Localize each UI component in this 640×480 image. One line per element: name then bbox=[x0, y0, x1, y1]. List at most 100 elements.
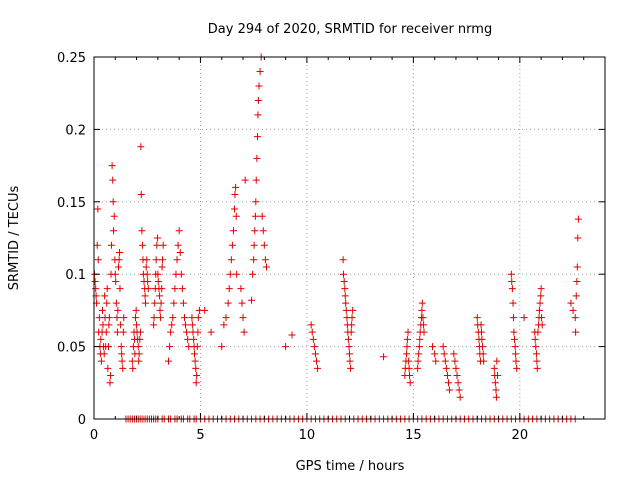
data-point bbox=[533, 364, 541, 372]
data-point bbox=[239, 314, 247, 322]
data-point bbox=[100, 350, 108, 358]
y-axis-ticks: 0 0.05 0.1 0.15 0.2 0.25 bbox=[57, 51, 605, 428]
data-point bbox=[152, 256, 160, 264]
data-point bbox=[159, 241, 167, 249]
data-point bbox=[183, 328, 191, 336]
data-point bbox=[479, 350, 487, 358]
data-point bbox=[117, 343, 125, 351]
plot-frame bbox=[93, 56, 606, 420]
data-point bbox=[574, 215, 582, 223]
data-point bbox=[159, 256, 167, 264]
data-point bbox=[224, 299, 232, 307]
data-point bbox=[91, 277, 99, 285]
data-point bbox=[165, 357, 173, 365]
data-point bbox=[144, 285, 152, 293]
data-point bbox=[432, 357, 440, 365]
data-point bbox=[188, 314, 196, 322]
data-point bbox=[103, 285, 111, 293]
data-point bbox=[97, 335, 105, 343]
data-point bbox=[180, 314, 188, 322]
data-point bbox=[182, 321, 190, 329]
y-tick-label: 0.25 bbox=[57, 51, 86, 66]
data-point bbox=[478, 335, 486, 343]
data-point bbox=[511, 343, 519, 351]
data-point bbox=[346, 350, 353, 358]
data-point bbox=[533, 357, 541, 365]
data-point bbox=[105, 321, 113, 329]
data-point bbox=[191, 357, 199, 365]
y-tick-label: 0.05 bbox=[57, 341, 86, 356]
y-axis-label: SRMTID / TECUs bbox=[7, 186, 22, 291]
data-point bbox=[445, 379, 453, 387]
data-point bbox=[340, 270, 348, 278]
data-point bbox=[415, 350, 423, 358]
data-point bbox=[107, 241, 115, 249]
data-point bbox=[453, 372, 461, 380]
data-point bbox=[282, 343, 290, 351]
data-point bbox=[137, 143, 145, 151]
data-point bbox=[136, 328, 144, 336]
data-point bbox=[452, 364, 460, 372]
data-point bbox=[143, 256, 151, 264]
data-point bbox=[220, 321, 228, 329]
data-point bbox=[113, 328, 121, 336]
data-point bbox=[311, 350, 319, 358]
data-point bbox=[473, 314, 481, 322]
data-point bbox=[531, 335, 539, 343]
data-point bbox=[93, 241, 101, 249]
data-point bbox=[166, 343, 174, 351]
data-point bbox=[538, 314, 546, 322]
data-point bbox=[420, 321, 428, 329]
data-point bbox=[403, 350, 411, 358]
data-point bbox=[137, 191, 145, 199]
data-point bbox=[207, 328, 215, 336]
data-point bbox=[134, 343, 142, 351]
data-point bbox=[478, 328, 486, 336]
data-point bbox=[116, 285, 124, 293]
data-point bbox=[451, 357, 459, 365]
data-point bbox=[256, 67, 264, 75]
data-point bbox=[573, 277, 581, 285]
x-tick-label: 15 bbox=[405, 428, 422, 443]
data-point bbox=[188, 321, 196, 329]
data-point bbox=[491, 379, 499, 387]
data-point bbox=[153, 241, 161, 249]
data-point bbox=[251, 227, 259, 235]
data-point bbox=[92, 285, 100, 293]
data-point bbox=[250, 256, 258, 264]
y-tick-label: 0 bbox=[78, 413, 86, 428]
data-point bbox=[571, 314, 579, 322]
data-point bbox=[339, 256, 347, 264]
data-point bbox=[184, 335, 192, 343]
data-point bbox=[111, 270, 119, 278]
data-point bbox=[479, 343, 487, 351]
data-point bbox=[416, 335, 424, 343]
data-point bbox=[342, 299, 350, 307]
data-point bbox=[442, 364, 450, 372]
data-point bbox=[535, 306, 543, 314]
data-point bbox=[156, 292, 164, 300]
data-point bbox=[135, 350, 143, 358]
data-point bbox=[349, 306, 357, 314]
y-tick-label: 0.2 bbox=[65, 123, 86, 138]
data-point bbox=[194, 328, 202, 336]
data-point bbox=[105, 314, 113, 322]
x-tick-label: 10 bbox=[299, 428, 316, 443]
data-point bbox=[509, 314, 517, 322]
data-point bbox=[508, 285, 516, 293]
data-point bbox=[108, 162, 116, 170]
data-point bbox=[153, 234, 161, 242]
data-point bbox=[101, 292, 109, 300]
data-point bbox=[114, 306, 122, 314]
data-point bbox=[441, 357, 449, 365]
data-point bbox=[532, 343, 540, 351]
data-point bbox=[133, 321, 141, 329]
data-point bbox=[455, 386, 463, 394]
data-point bbox=[132, 306, 140, 314]
data-point bbox=[231, 205, 239, 213]
data-point bbox=[132, 314, 140, 322]
data-point bbox=[380, 353, 388, 361]
data-point bbox=[347, 364, 355, 372]
data-point bbox=[309, 335, 317, 343]
